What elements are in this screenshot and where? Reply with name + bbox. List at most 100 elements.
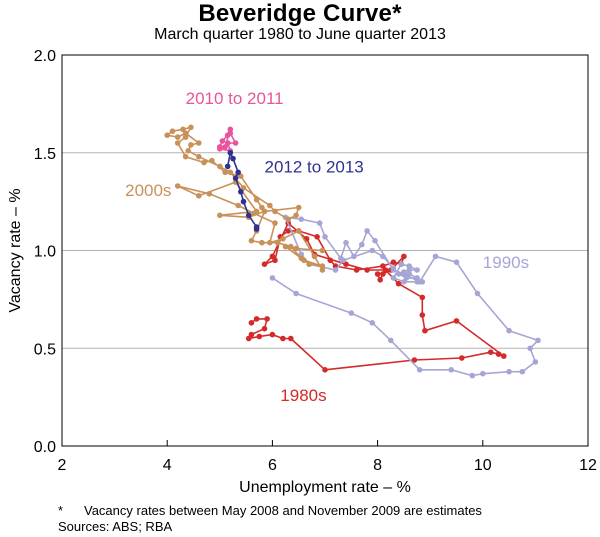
data-point [188,142,194,148]
data-point [285,228,292,234]
data-point [182,134,189,140]
data-point [390,265,397,271]
data-point [248,320,255,326]
data-point [253,196,260,203]
y-tick-label: 1.5 [34,146,56,163]
data-point [411,357,418,363]
y-tick-label: 1.0 [34,244,56,261]
data-point [235,202,241,209]
data-point [164,132,170,138]
x-tick-label: 4 [163,457,172,474]
data-point [388,337,394,344]
data-point [319,263,326,269]
data-point [369,320,376,326]
data-point [406,271,413,277]
data-point [374,271,381,277]
x-tick-label: 10 [474,457,492,474]
data-point [288,243,294,250]
data-point [240,185,247,191]
data-point [398,261,405,268]
y-tick-labels: 0.0 0.5 1.0 1.5 2.0 [34,48,56,456]
data-point [319,267,326,273]
data-point [414,267,420,273]
series-2012-to-2013 [224,150,260,232]
annotation-label: 2010 to 2011 [186,89,284,108]
data-point [332,267,339,273]
series-2000s [164,124,326,273]
data-point [527,345,533,352]
chart-title: Beveridge Curve* [198,0,402,27]
data-point [532,359,539,365]
chart-subtitle: March quarter 1980 to June quarter 2013 [154,26,446,43]
data-point [506,327,512,334]
data-point [224,132,231,138]
data-point [364,267,370,273]
data-point [274,239,281,246]
series-1980s [245,220,507,373]
y-tick-label: 2.0 [34,48,56,65]
data-point [377,277,384,283]
data-point [419,312,426,318]
data-point [322,367,328,373]
footnote-star: * [58,503,64,518]
data-point [419,294,426,301]
data-point [267,202,273,209]
y-tick-label: 0.5 [34,341,56,358]
data-point [401,253,407,260]
annotation-label: 1990s [483,253,529,272]
data-point [501,353,507,359]
data-point [406,263,413,269]
data-point [453,318,460,324]
data-point [253,316,260,322]
data-point [480,370,486,377]
x-tick-label: 8 [373,457,382,474]
annotation-label: 2012 to 2013 [265,157,364,176]
data-point [282,243,289,250]
data-point [256,333,263,340]
data-point [453,259,460,266]
data-point [469,372,476,379]
data-point [227,169,234,176]
data-point [298,216,305,222]
data-point [219,138,226,144]
x-tick-label: 6 [268,457,277,474]
data-point [495,351,502,357]
series-line [226,152,258,229]
data-point [259,239,265,246]
data-point [180,126,186,133]
data-point [235,169,241,176]
data-point [240,198,247,205]
data-point [311,253,318,260]
data-point [359,241,365,248]
data-point [327,257,334,264]
data-point [188,124,194,131]
data-point [343,239,349,246]
data-point [245,212,252,219]
footnote-text: Vacancy rates between May 2008 and Novem… [84,503,482,518]
data-point [401,279,407,285]
data-point [232,175,239,181]
data-point [272,220,278,226]
data-point [169,128,176,134]
data-point [519,368,526,375]
data-point [185,148,191,154]
data-point [196,193,202,199]
data-point [306,261,313,268]
data-point [416,367,423,373]
series-2010-to-2011 [217,126,239,154]
data-point [295,204,302,211]
data-point [261,208,268,215]
data-point [280,236,286,242]
data-point [280,335,286,342]
data-point [459,355,465,361]
data-point [196,140,202,146]
data-point [293,245,299,252]
data-point [224,163,231,170]
data-point [264,316,270,322]
data-point [217,144,223,150]
data-point [319,247,326,254]
data-point [316,220,323,226]
data-point [182,153,189,160]
data-point [390,259,397,266]
